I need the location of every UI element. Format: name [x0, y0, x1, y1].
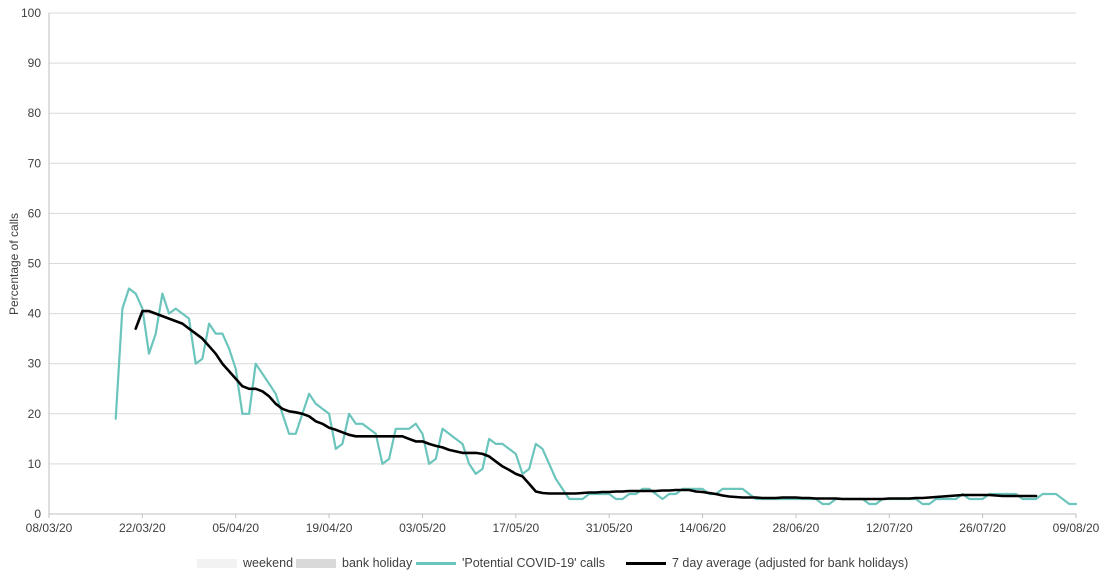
y-tick-label: 30	[28, 357, 42, 371]
legend-item-weekend: weekend	[197, 556, 293, 570]
x-axis: 08/03/20 22/03/20 05/04/20 19/04/20 03/05/20…	[26, 513, 1100, 535]
y-tick-label: 60	[28, 206, 42, 220]
legend-item-bank-holiday: bank holiday	[296, 556, 412, 570]
x-tick-label: 12/07/20	[866, 521, 913, 535]
x-tick-label: 26/07/20	[959, 521, 1006, 535]
y-axis: 0 10 20 30 40 50 60 70 80 90 100	[21, 6, 50, 521]
legend-label-bank-holiday: bank holiday	[342, 556, 413, 570]
legend-item-covid-calls: 'Potential COVID-19' calls	[416, 556, 605, 570]
y-tick-label: 90	[28, 56, 42, 70]
legend: weekend bank holiday 'Potential COVID-19…	[0, 556, 1115, 576]
series-layer	[114, 287, 1078, 506]
y-tick-label: 70	[28, 156, 42, 170]
y-tick-label: 10	[28, 457, 42, 471]
x-tick-label: 14/06/20	[679, 521, 726, 535]
legend-label-weekend: weekend	[243, 556, 294, 570]
x-tick-label: 19/04/20	[306, 521, 353, 535]
y-axis-title: Percentage of calls	[7, 213, 21, 315]
legend-label-covid-calls: 'Potential COVID-19' calls	[462, 556, 606, 570]
series-line-covid-calls	[114, 287, 1078, 506]
legend-swatch-covid-calls	[416, 561, 456, 565]
x-tick-label: 22/03/20	[119, 521, 166, 535]
y-tick-label: 100	[21, 6, 41, 20]
y-tick-label: 50	[28, 257, 42, 271]
legend-swatch-weekend	[197, 558, 237, 568]
x-tick-label: 28/06/20	[773, 521, 820, 535]
series-line-7-day-average	[134, 309, 1038, 501]
y-tick-label: 20	[28, 407, 42, 421]
x-tick-label: 03/05/20	[399, 521, 446, 535]
x-tick-label: 08/03/20	[26, 521, 73, 535]
legend-item-7-day-average: 7 day average (adjusted for bank holiday…	[626, 556, 908, 570]
y-tick-label: 40	[28, 307, 42, 321]
x-tick-label: 17/05/20	[492, 521, 539, 535]
gridlines	[49, 12, 1076, 465]
x-tick-label: 09/08/20	[1053, 521, 1100, 535]
x-tick-label: 31/05/20	[586, 521, 633, 535]
y-tick-label: 0	[34, 507, 41, 521]
legend-label-7-day-average: 7 day average (adjusted for bank holiday…	[672, 556, 909, 570]
x-tick-label: 05/04/20	[212, 521, 259, 535]
y-tick-label: 80	[28, 106, 42, 120]
legend-swatch-bank-holiday	[296, 558, 336, 568]
legend-swatch-7-day-average	[626, 561, 666, 565]
